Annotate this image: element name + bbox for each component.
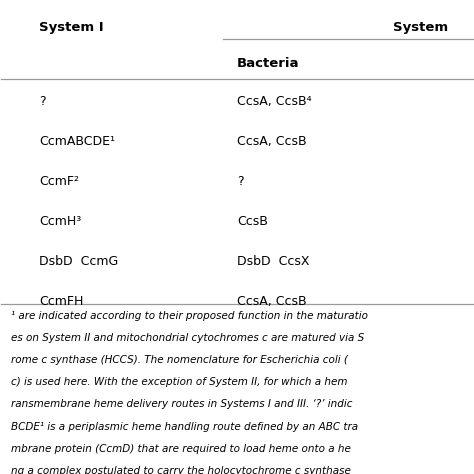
Text: Bacteria: Bacteria xyxy=(237,57,300,70)
Text: es on System II and mitochondrial cytochromes c are matured via S: es on System II and mitochondrial cytoch… xyxy=(11,333,364,343)
Text: rome c synthase (HCCS). The nomenclature for Escherichia coli (: rome c synthase (HCCS). The nomenclature… xyxy=(11,355,348,365)
Text: DsbD  CcsX: DsbD CcsX xyxy=(237,255,310,268)
Text: c) is used here. With the exception of System II, for which a hem: c) is used here. With the exception of S… xyxy=(11,377,347,387)
Text: ¹ are indicated according to their proposed function in the maturatio: ¹ are indicated according to their propo… xyxy=(11,310,368,320)
Text: CcsA, CcsB: CcsA, CcsB xyxy=(237,135,307,148)
Text: DsbD  CcmG: DsbD CcmG xyxy=(39,255,118,268)
Text: mbrane protein (CcmD) that are required to load heme onto a he: mbrane protein (CcmD) that are required … xyxy=(11,444,351,454)
Text: BCDE¹ is a periplasmic heme handling route defined by an ABC tra: BCDE¹ is a periplasmic heme handling rou… xyxy=(11,422,358,432)
Text: CcmH³: CcmH³ xyxy=(39,215,82,228)
Text: CcmFH: CcmFH xyxy=(39,295,83,308)
Text: CcsA, CcsB⁴: CcsA, CcsB⁴ xyxy=(237,95,311,108)
Text: CcmF²: CcmF² xyxy=(39,175,79,188)
Text: ?: ? xyxy=(237,175,244,188)
Text: CcsB: CcsB xyxy=(237,215,268,228)
Text: ?: ? xyxy=(39,95,46,108)
Text: CcmABCDE¹: CcmABCDE¹ xyxy=(39,135,115,148)
Text: ransmembrane heme delivery routes in Systems I and III. ‘?’ indic: ransmembrane heme delivery routes in Sys… xyxy=(11,400,352,410)
Text: System I: System I xyxy=(39,21,104,35)
Text: CcsA, CcsB: CcsA, CcsB xyxy=(237,295,307,308)
Text: System: System xyxy=(392,21,447,35)
Text: ng a complex postulated to carry the holocytochrome c synthase: ng a complex postulated to carry the hol… xyxy=(11,466,351,474)
